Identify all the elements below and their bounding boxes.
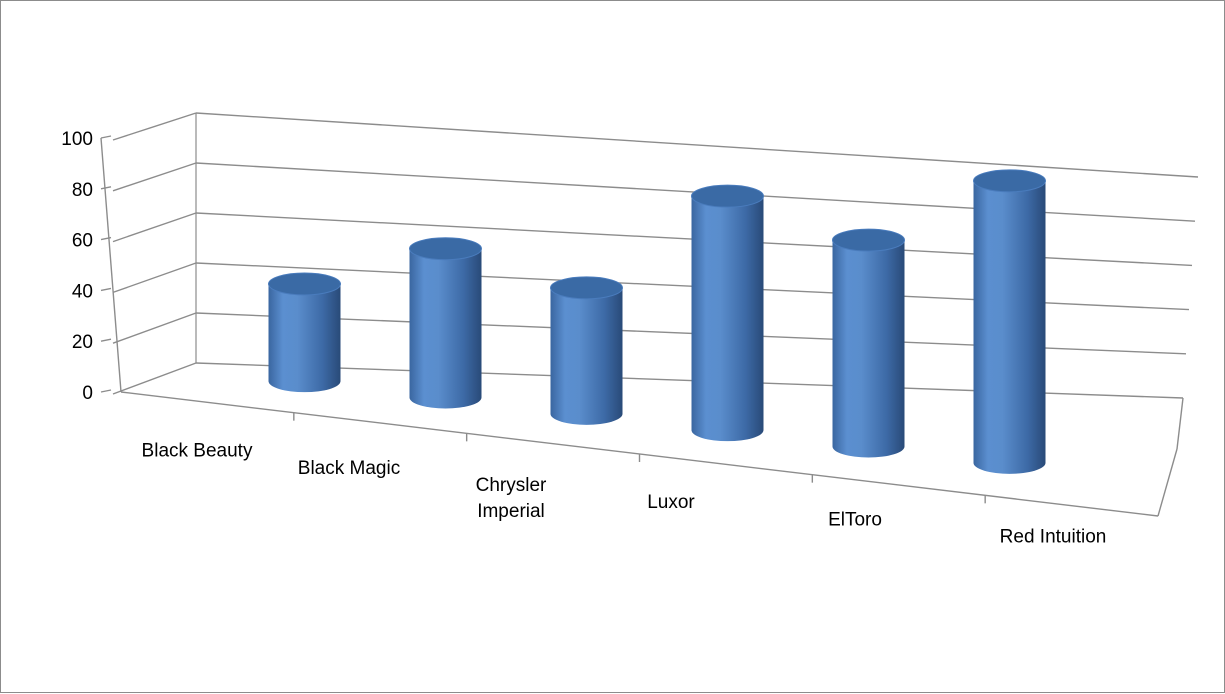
bar-body: [409, 248, 482, 409]
x-tick-label: Chrysler Imperial: [476, 475, 547, 522]
x-axis-labels: Black Beauty Black Magic Chrysler Imperial L…: [142, 441, 1107, 548]
floor-back-edge: [1176, 397, 1184, 450]
bar: [550, 276, 623, 425]
side-gridline: [112, 212, 197, 243]
y-tick-label: 20: [72, 332, 93, 353]
y-tick-mark: [100, 186, 112, 190]
x-tick-label: Black Beauty: [142, 441, 253, 462]
bars: [268, 169, 1046, 474]
y-tick-label: 100: [61, 129, 93, 150]
y-axis-ticks: 0 20 40 60 80 100: [61, 129, 112, 404]
bar: [832, 228, 905, 458]
bar-body: [691, 196, 764, 442]
x-tick-label: ElToro: [828, 509, 882, 530]
y-tick-mark: [100, 236, 112, 241]
y-tick-mark: [100, 287, 112, 292]
y-tick-mark: [100, 338, 112, 342]
bar-top: [691, 184, 764, 208]
bar-top: [268, 272, 341, 296]
bar-body: [268, 283, 341, 393]
bar-body: [550, 287, 623, 425]
y-tick-label: 40: [72, 281, 93, 302]
bar-top: [409, 237, 482, 261]
y-tick-mark: [100, 389, 112, 393]
bar-body: [832, 240, 905, 458]
y-axis-line: [100, 137, 122, 393]
axes: [100, 113, 1184, 517]
x-tick-label: Black Magic: [298, 458, 400, 479]
y-tick-label: 80: [72, 180, 93, 201]
y-tick-label: 60: [72, 231, 93, 252]
side-gridline: [112, 162, 197, 192]
side-gridline: [112, 112, 197, 141]
bar-top: [550, 276, 623, 300]
bar: [268, 272, 341, 393]
bar: [409, 237, 482, 409]
floor-right-edge: [1157, 448, 1178, 517]
x-tick-label: Red Intuition: [1000, 526, 1107, 547]
side-gridline: [112, 262, 197, 294]
bar-body: [973, 180, 1046, 474]
y-tick-label: 0: [82, 383, 93, 404]
bar: [691, 184, 764, 442]
x-tick-label: Luxor: [647, 492, 695, 513]
gridline: [195, 112, 1199, 178]
side-gridline: [112, 312, 197, 344]
bar: [973, 169, 1046, 474]
bar-top: [832, 228, 905, 252]
bar-top: [973, 169, 1046, 193]
side-gridline: [112, 362, 197, 395]
y-tick-mark: [100, 135, 112, 139]
